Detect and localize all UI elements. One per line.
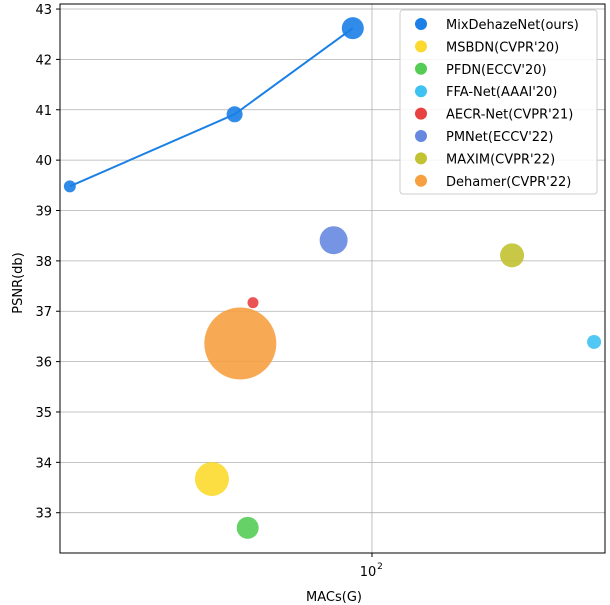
legend-marker (415, 85, 427, 98)
legend-marker (415, 152, 427, 165)
y-tick-label: 33 (35, 507, 52, 522)
legend-label: Dehamer(CVPR'22) (446, 175, 571, 190)
legend-marker (415, 40, 427, 53)
y-tick-label: 41 (35, 104, 52, 119)
series-line (69, 27, 354, 188)
plot-frame (59, 3, 606, 554)
data-point (319, 226, 348, 255)
data-point (587, 334, 602, 349)
data-point (500, 243, 525, 268)
data-point (226, 106, 243, 123)
data-point (236, 516, 259, 539)
y-tick-label: 38 (35, 255, 52, 270)
legend-label: MixDehazeNet(ours) (446, 18, 579, 33)
legend-marker (415, 62, 427, 75)
legend-label: FFA-Net(AAAI'20) (446, 85, 557, 100)
legend-marker (415, 130, 427, 142)
y-axis-label: PSNR(db) (11, 252, 26, 314)
plot-marks (63, 17, 602, 539)
legend-label: MAXIM(CVPR'22) (446, 152, 555, 167)
y-tick-label: 37 (35, 305, 52, 320)
x-tick-exponent: 2 (377, 562, 383, 572)
data-point (63, 180, 76, 193)
y-tick-label: 39 (35, 205, 52, 220)
x-tick-label: 10 (360, 565, 377, 580)
legend-marker (415, 107, 427, 120)
data-point (341, 17, 364, 40)
legend-label: PFDN(ECCV'20) (446, 63, 547, 78)
y-tick-label: 35 (35, 406, 52, 421)
legend-marker (415, 174, 427, 187)
legend-label: PMNet(ECCV'22) (446, 130, 553, 145)
y-tick-label: 40 (35, 154, 52, 169)
data-point (194, 461, 229, 496)
y-tick-label: 42 (35, 53, 52, 68)
legend-label: MSBDN(CVPR'20) (446, 40, 559, 55)
data-point (247, 297, 259, 309)
y-tick-label: 36 (35, 356, 52, 371)
legend-label: AECR-Net(CVPR'21) (446, 108, 573, 123)
data-point (204, 307, 277, 380)
x-axis-label: MACs(G) (306, 590, 362, 605)
y-tick-label: 34 (35, 456, 52, 471)
y-tick-label: 43 (35, 3, 52, 18)
legend-box (399, 9, 598, 195)
legend: MixDehazeNet(ours) MSBDN(CVPR'20) PFDN(ECC… (399, 9, 598, 195)
axis-ticks: 33 34 35 36 37 38 39 40 41 42 43 10 2 (35, 3, 382, 580)
legend-marker (415, 18, 427, 30)
